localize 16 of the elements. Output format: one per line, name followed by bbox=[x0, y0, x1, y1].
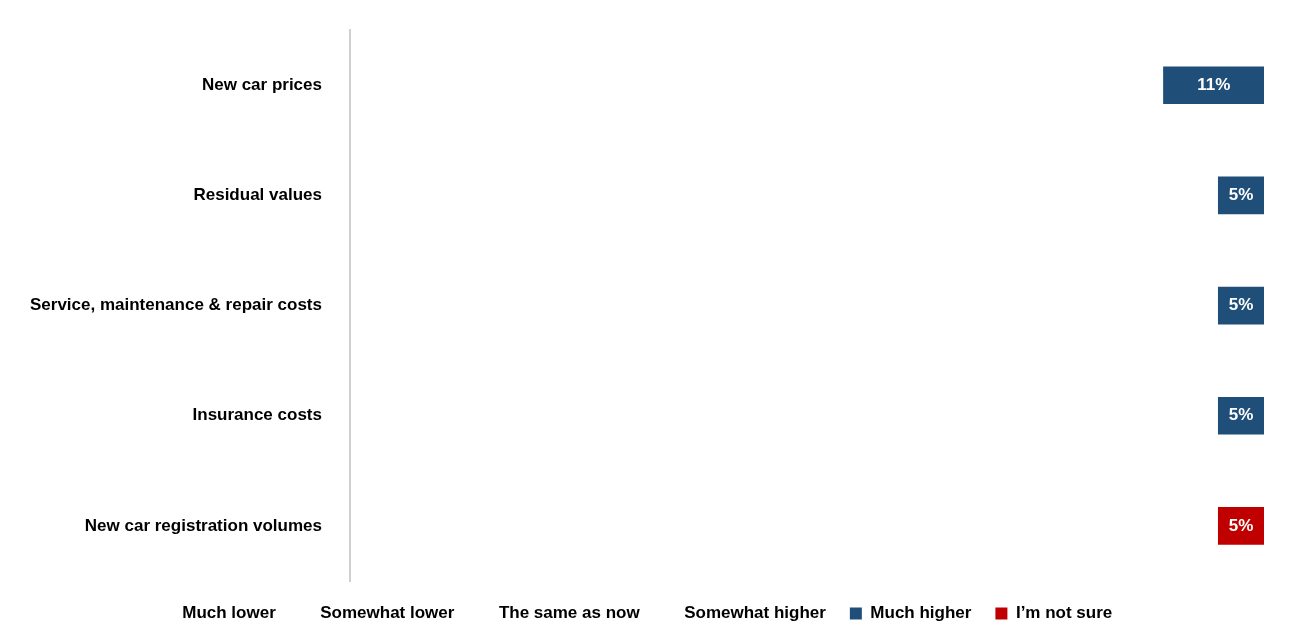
y-tick-label: Service, maintenance & repair costs bbox=[29, 295, 322, 315]
data-label: 5% bbox=[1228, 405, 1254, 425]
text: The same as now bbox=[498, 603, 641, 623]
legend-label: I’m not sure bbox=[1015, 603, 1113, 623]
text: Much lower bbox=[182, 603, 277, 623]
text: Somewhat lower bbox=[320, 603, 455, 623]
data-label: 11% bbox=[1197, 74, 1231, 94]
y-tick-label: New car prices bbox=[201, 74, 322, 94]
data-label: 5% bbox=[1228, 295, 1254, 315]
y-tick-label: New car registration volumes bbox=[84, 515, 322, 535]
y-tick-label: Insurance costs bbox=[192, 405, 322, 425]
legend-label: Much higher bbox=[870, 603, 972, 623]
data-label: 5% bbox=[1228, 185, 1254, 205]
data-label: 5% bbox=[1228, 515, 1254, 535]
text: Somewhat higher bbox=[684, 603, 827, 623]
y-tick-label: Residual values bbox=[193, 185, 322, 205]
